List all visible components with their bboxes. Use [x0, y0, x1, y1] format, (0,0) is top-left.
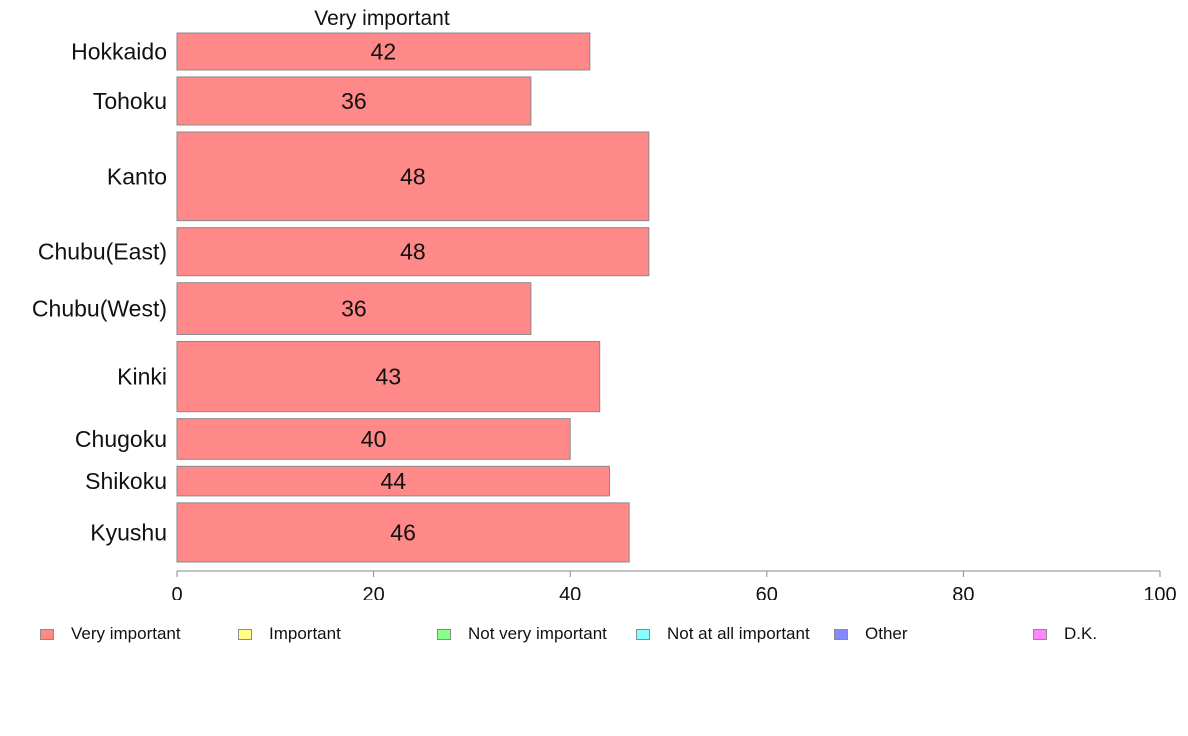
legend-swatch: [834, 628, 848, 640]
x-tick-label: 100: [1143, 584, 1176, 600]
legend-swatch: [238, 628, 252, 640]
bar-value-label: 48: [400, 239, 426, 265]
category-label: Kyushu: [90, 519, 167, 545]
legend-item: Not very important: [437, 622, 607, 646]
bar-chugoku: [176, 418, 571, 460]
bar-tohoku: [176, 76, 532, 126]
legend-label: Not at all important: [667, 624, 810, 643]
category-label: Tohoku: [93, 88, 167, 114]
legend-item: Important: [238, 622, 341, 646]
legend-item: Not at all important: [636, 622, 810, 646]
category-label: Kinki: [117, 364, 167, 390]
category-label: Hokkaido: [71, 38, 167, 64]
x-axis: 0 20 40 60 80 100: [171, 570, 1177, 606]
legend: Very important Important Not very importan…: [0, 622, 1188, 646]
category-label: Chubu(East): [38, 239, 167, 265]
bar-value-label: 43: [376, 364, 402, 390]
bar-kyushu: [176, 502, 630, 563]
legend-item: Very important: [40, 622, 181, 646]
x-tick-label: 80: [952, 584, 974, 600]
legend-swatch: [636, 628, 650, 640]
legend-item: D.K.: [1033, 622, 1097, 646]
chart-svg: Very important 42 Hokkaido 36 Tohoku 48 Kanto…: [32, 7, 1177, 606]
bar-shikoku: [176, 465, 611, 497]
bar-kanto: [176, 131, 650, 222]
category-label: Kanto: [107, 163, 167, 189]
bar-chubu-east: [176, 227, 650, 277]
bar-kinki: [176, 340, 601, 413]
x-tick-label: 20: [362, 584, 384, 600]
category-label: Shikoku: [85, 468, 167, 494]
chart-title: Very important: [314, 7, 450, 30]
category-label: Chugoku: [75, 426, 167, 452]
x-tick-label: 0: [171, 584, 182, 600]
bar-hokkaido: [176, 32, 591, 71]
bar-value-label: 42: [371, 38, 397, 64]
legend-swatch: [40, 628, 54, 640]
bar-value-label: 36: [341, 88, 367, 114]
legend-label: Important: [269, 624, 341, 643]
bar-value-label: 40: [361, 426, 387, 452]
category-label: Chubu(West): [32, 296, 167, 322]
x-tick-label: 60: [756, 584, 778, 600]
x-tick-label: 40: [559, 584, 581, 600]
legend-label: Very important: [71, 624, 181, 643]
legend-label: Not very important: [468, 624, 607, 643]
bar-chubu-west: [176, 282, 532, 335]
bar-value-label: 48: [400, 163, 426, 189]
bar-value-label: 46: [390, 519, 416, 545]
legend-swatch: [437, 628, 451, 640]
legend-label: D.K.: [1064, 624, 1098, 643]
bar-value-label: 44: [380, 468, 406, 494]
bar-value-label: 36: [341, 296, 367, 322]
bars-layer: 42 Hokkaido 36 Tohoku 48 Kanto 48 Chubu(East) 36…: [32, 32, 650, 563]
legend-item: Other: [834, 622, 908, 646]
legend-label: Other: [865, 624, 908, 643]
legend-swatch: [1033, 628, 1047, 640]
